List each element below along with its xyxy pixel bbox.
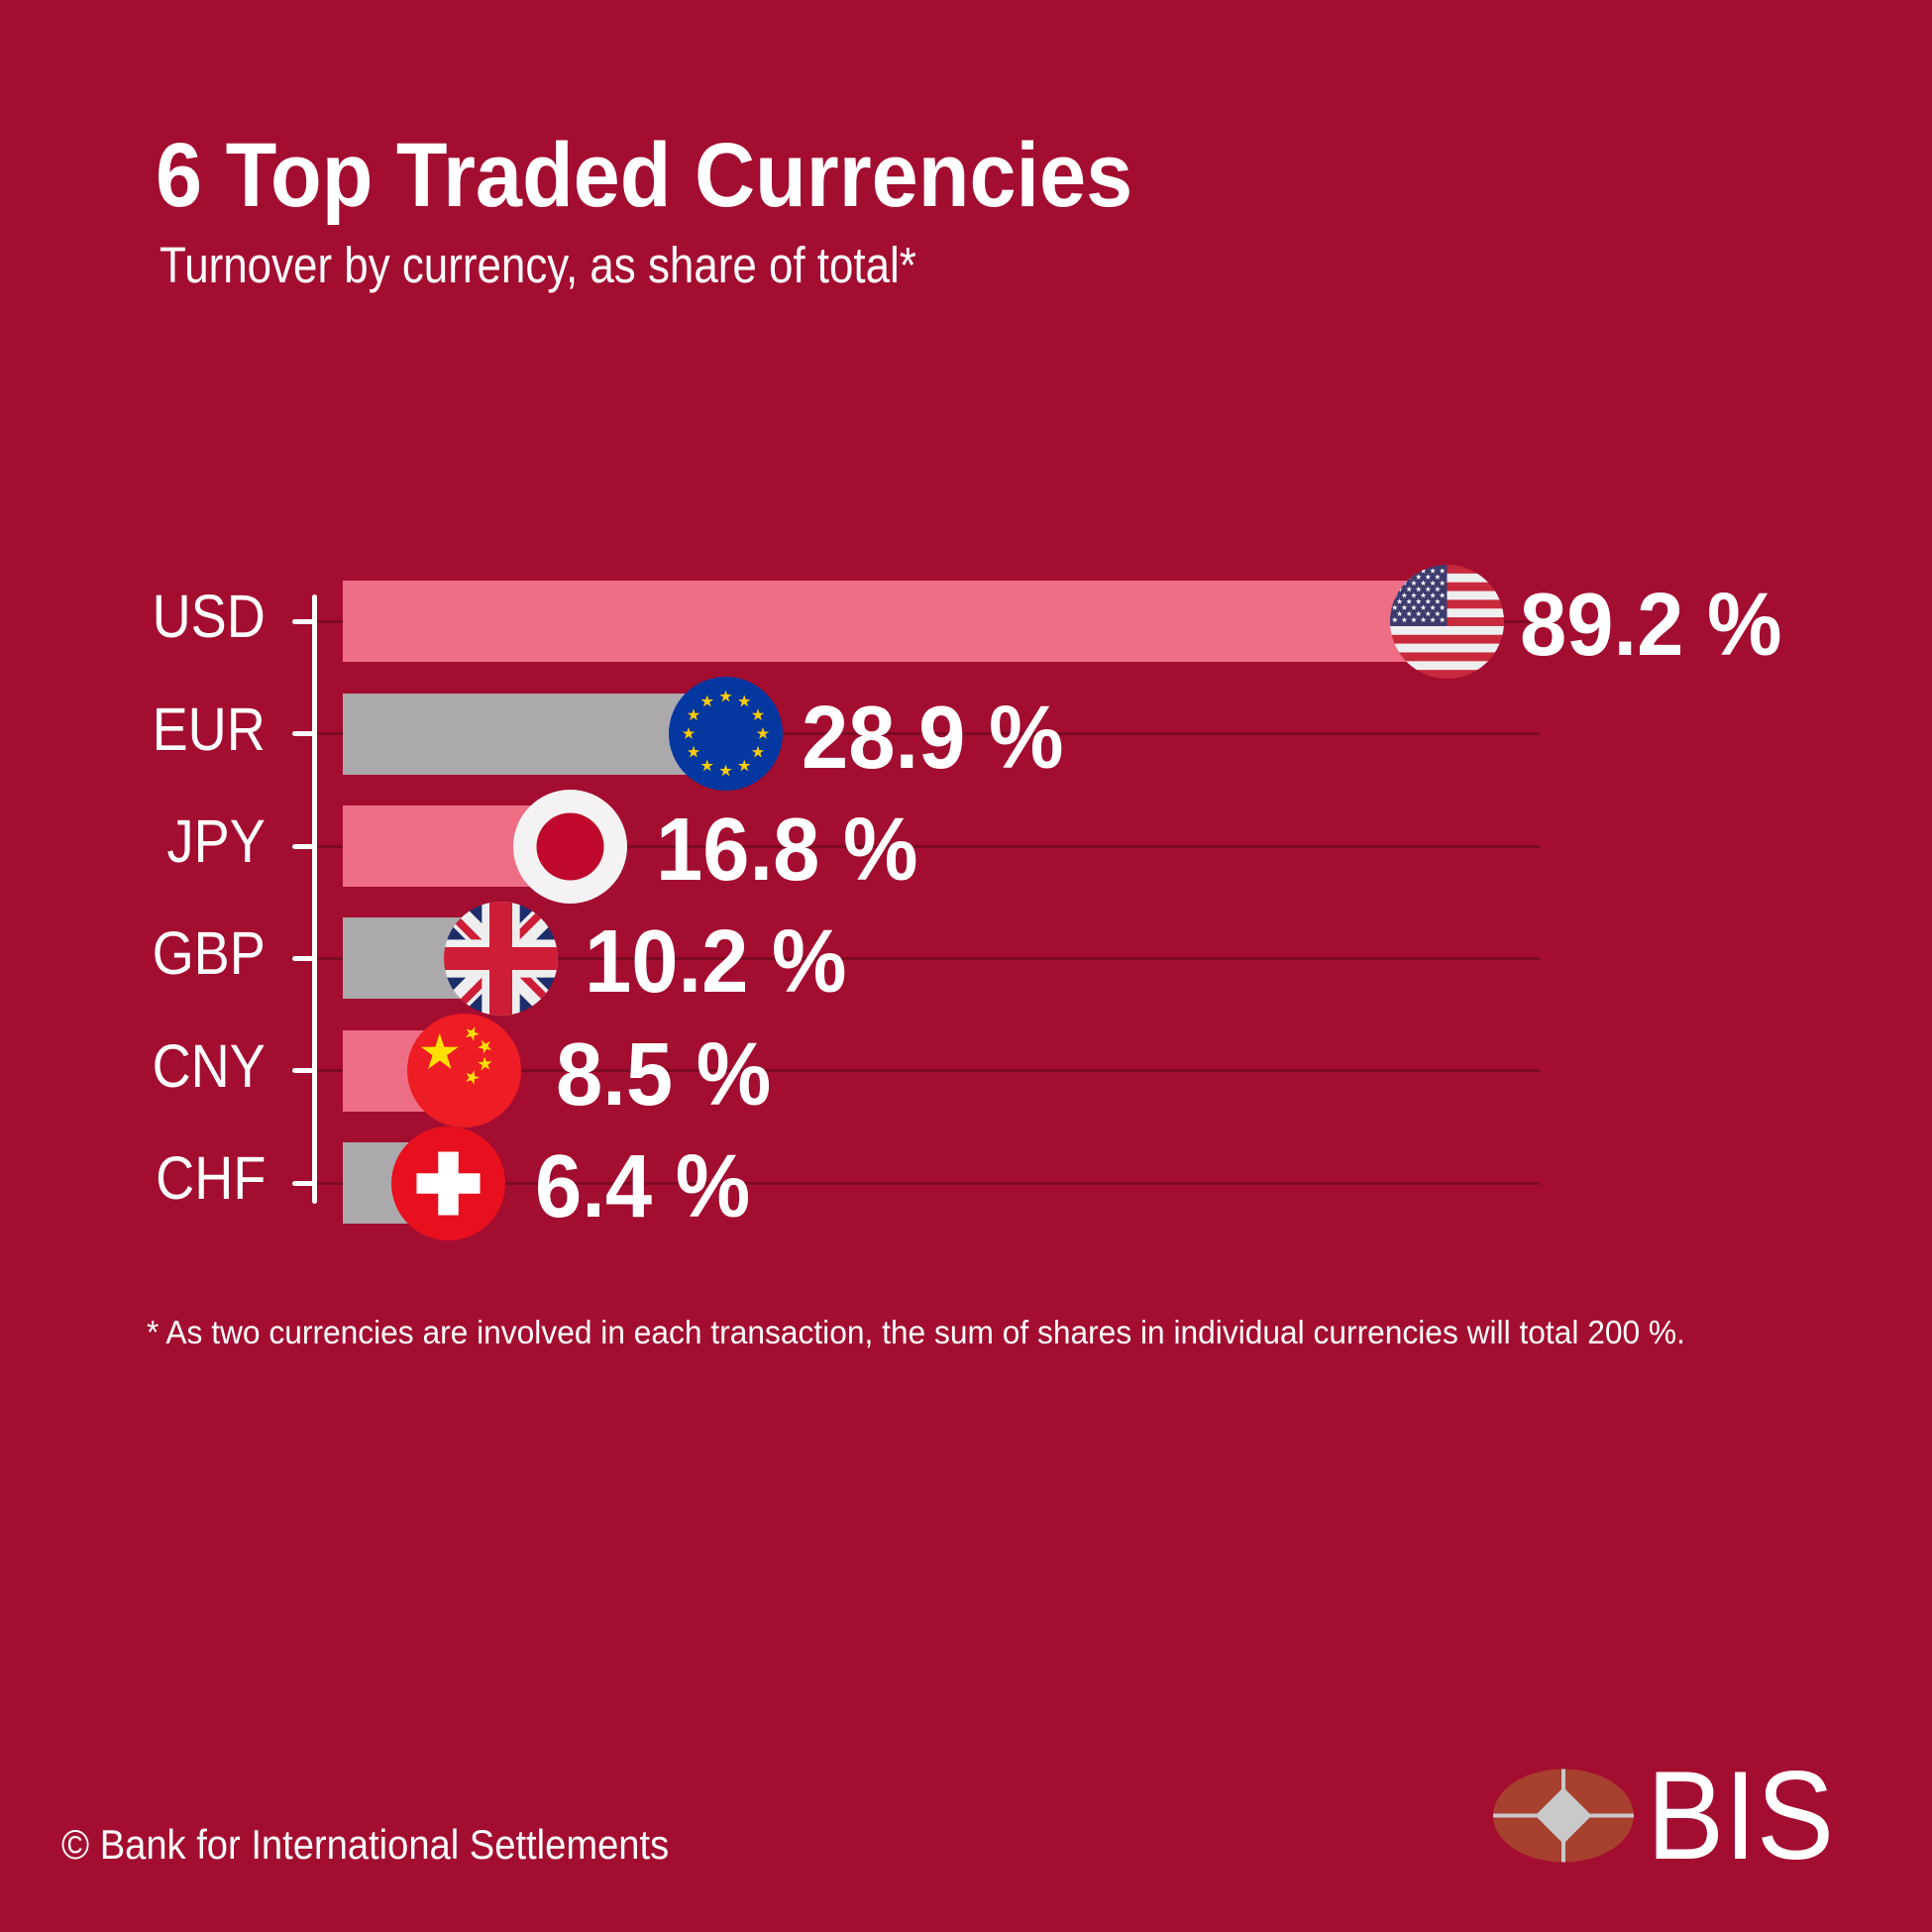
value-label-text: 28.9 % (802, 688, 1064, 788)
category-label: USD (28, 587, 266, 648)
copyright-text: © Bank for International Settlements (61, 1821, 670, 1868)
us-flag-icon (1389, 564, 1504, 679)
category-label: JPY (28, 811, 266, 873)
value-label: 89.2 % (1520, 581, 1797, 670)
copyright: © Bank for International Settlements (61, 1824, 730, 1866)
category-label-text: JPY (166, 807, 266, 877)
gridline (314, 732, 1540, 736)
axis-tick (292, 955, 314, 961)
value-label: 6.4 % (535, 1142, 763, 1232)
category-label-text: GBP (152, 919, 266, 989)
axis-tick (292, 618, 314, 624)
eu-flag-icon (668, 677, 783, 792)
category-label-text: CNY (152, 1031, 266, 1101)
bis-logo-mark-icon (1493, 1769, 1634, 1863)
category-label: GBP (28, 923, 266, 985)
gridline (314, 956, 1540, 960)
value-label: 28.9 % (802, 694, 1079, 783)
value-label-text: 6.4 % (535, 1137, 751, 1236)
value-label-text: 8.5 % (555, 1024, 771, 1125)
y-axis-line (311, 594, 317, 1204)
gridline (314, 1069, 1540, 1073)
bis-logo-text: BIS (1647, 1753, 1850, 1878)
page-title-text: 6 Top Traded Currencies (156, 124, 1133, 226)
bar (343, 581, 1448, 663)
jp-flag-icon (513, 789, 628, 904)
gridline (314, 1181, 1540, 1185)
cn-flag-icon (407, 1014, 522, 1128)
category-label: CNY (28, 1036, 266, 1098)
category-label-text: EUR (152, 695, 266, 764)
category-label-text: CHF (155, 1144, 266, 1213)
ch-flag-icon (390, 1126, 505, 1240)
page-subtitle: Turnover by currency, as share of total* (160, 240, 1038, 290)
axis-tick (292, 1180, 314, 1186)
axis-tick (292, 843, 314, 849)
bar (343, 693, 726, 775)
page-title: 6 Top Traded Currencies (156, 130, 1218, 221)
value-label: 8.5 % (556, 1030, 784, 1120)
value-label: 10.2 % (585, 917, 862, 1007)
bis-logo-letters: BIS (1647, 1745, 1835, 1885)
value-label-text: 16.8 % (655, 801, 918, 901)
footnote-text: * As two currencies are involved in each… (147, 1314, 1685, 1350)
footnote: * As two currencies are involved in each… (147, 1316, 1748, 1348)
value-label: 16.8 % (656, 805, 933, 895)
gb-flag-icon (443, 901, 558, 1016)
axis-tick (292, 1068, 314, 1074)
value-label-text: 10.2 % (585, 912, 847, 1013)
page-subtitle-text: Turnover by currency, as share of total* (160, 237, 916, 293)
category-label: EUR (28, 699, 266, 761)
gridline (314, 844, 1540, 848)
category-label-text: USD (152, 583, 266, 652)
value-label-text: 89.2 % (1520, 576, 1782, 676)
axis-tick (292, 731, 314, 737)
category-label: CHF (28, 1148, 266, 1210)
